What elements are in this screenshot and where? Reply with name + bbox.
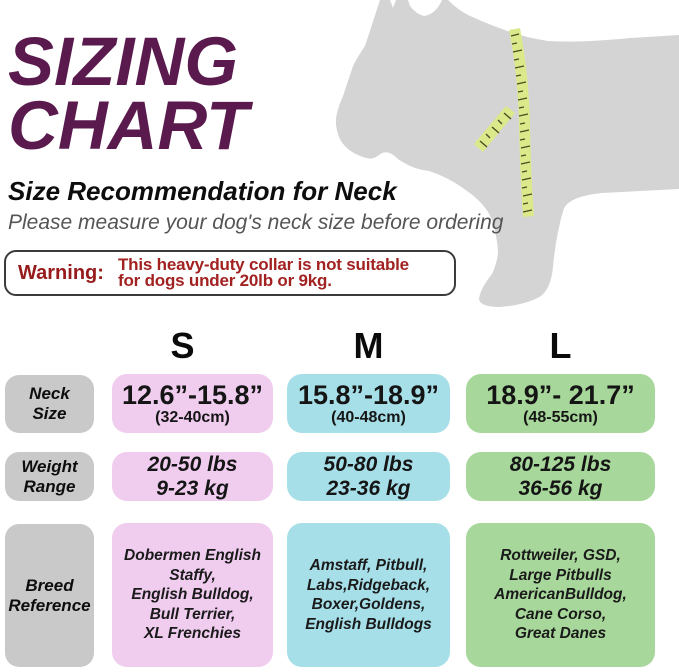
measuring-tape-icon [509, 28, 534, 217]
size-header-l: L [549, 325, 572, 366]
neck-size-l-inches: 18.9”- 21.7” [486, 380, 635, 410]
breed-reference-m-text: Amstaff, Pitbull, Labs,Ridgeback, Boxer,… [305, 557, 432, 633]
cell-breed-reference-l: Rottweiler, GSD, Large Pitbulls American… [466, 523, 655, 667]
page-title-line-2: CHART [8, 87, 249, 164]
weight-range-m-text: 50-80 lbs 23-36 kg [323, 452, 414, 500]
row-label-breed-reference: Breed Reference [5, 524, 94, 667]
page-title-line-1: SIZING [8, 23, 239, 100]
page-subtitle: Size Recommendation for Neck [8, 176, 397, 206]
weight-range-l-text: 80-125 lbs 36-56 kg [509, 452, 612, 500]
dog-silhouette-graphic [335, 0, 679, 307]
breed-reference-s-text: Dobermen English Staffy, English Bulldog… [124, 547, 261, 643]
size-header-s: S [170, 325, 195, 366]
measure-note: Please measure your dog's neck size befo… [8, 211, 504, 234]
breed-reference-l-text: Rottweiler, GSD, Large Pitbulls American… [494, 547, 627, 643]
size-header-m: M [353, 325, 384, 366]
weight-range-s-text: 20-50 lbs 9-23 kg [147, 452, 238, 500]
neck-size-m-cm: (40-48cm) [331, 409, 406, 426]
cell-neck-size-l: 18.9”- 21.7” (48-55cm) [466, 374, 655, 433]
cell-weight-range-l: 80-125 lbs 36-56 kg [466, 452, 655, 501]
neck-size-m-inches: 15.8”-18.9” [297, 380, 440, 410]
neck-size-l-cm: (48-55cm) [523, 409, 598, 426]
warning-label: Warning: [18, 261, 104, 284]
page-title: SIZING CHART [8, 23, 249, 164]
warning-box: Warning: This heavy-duty collar is not s… [4, 250, 456, 296]
cell-weight-range-s: 20-50 lbs 9-23 kg [112, 452, 273, 501]
row-label-weight-range: Weight Range [5, 452, 94, 501]
row-label-neck-size: Neck Size [5, 375, 94, 433]
neck-size-s-inches: 12.6”-15.8” [121, 380, 264, 410]
cell-neck-size-s: 12.6”-15.8” (32-40cm) [112, 374, 273, 433]
cell-weight-range-m: 50-80 lbs 23-36 kg [287, 452, 450, 501]
tape-tick-marks [479, 33, 533, 213]
cell-neck-size-m: 15.8”-18.9” (40-48cm) [287, 374, 450, 433]
dog-body-shape [335, 0, 679, 307]
warning-text: This heavy-duty collar is not suitable f… [118, 255, 409, 290]
cell-breed-reference-s: Dobermen English Staffy, English Bulldog… [112, 523, 273, 667]
cell-breed-reference-m: Amstaff, Pitbull, Labs,Ridgeback, Boxer,… [287, 523, 450, 667]
neck-size-s-cm: (32-40cm) [155, 409, 230, 426]
